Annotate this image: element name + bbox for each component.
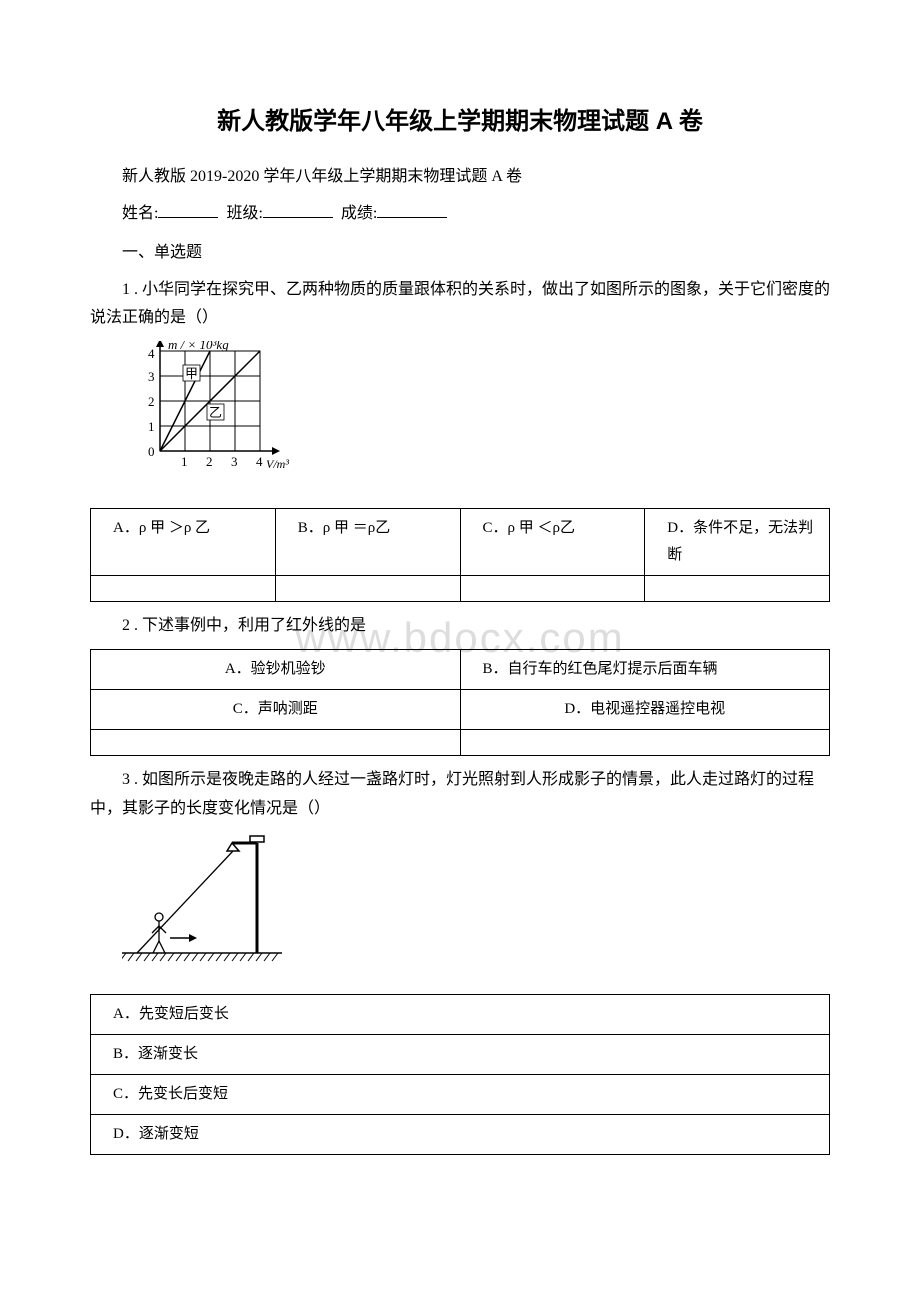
- q3-opt-b: B．逐渐变长: [91, 1035, 830, 1075]
- class-blank: [263, 202, 333, 218]
- q3-text: 3 . 如图所示是夜晚走路的人经过一盏路灯时，灯光照射到人形成影子的情景，此人走…: [90, 766, 830, 824]
- svg-text:0: 0: [148, 444, 155, 459]
- score-label: 成绩:: [341, 205, 377, 222]
- name-label: 姓名:: [122, 205, 158, 222]
- q1-chart: 甲 乙 0 1 2 3 4 1 2 3 4 m / × 10³kg V/m³: [122, 341, 830, 502]
- q1-options-table: A．ρ 甲 ＞ρ 乙 B．ρ 甲 ＝ρ乙 C．ρ 甲 ＜ρ乙 D．条件不足，无法…: [90, 508, 830, 602]
- section-heading: 一、单选题: [90, 239, 830, 268]
- svg-text:m / × 10³kg: m / × 10³kg: [168, 341, 229, 352]
- class-label: 班级:: [226, 205, 262, 222]
- name-blank: [158, 202, 218, 218]
- svg-text:乙: 乙: [209, 405, 222, 420]
- q1-text: 1 . 小华同学在探究甲、乙两种物质的质量跟体积的关系时，做出了如图所示的图象，…: [90, 276, 830, 334]
- q2-opt-b: B．自行车的红色尾灯提示后面车辆: [460, 649, 830, 689]
- q3-diagram: [122, 833, 830, 984]
- q1-opt-a: A．ρ 甲 ＞ρ 乙: [91, 508, 276, 575]
- q2-opt-a: A．验钞机验钞: [91, 649, 461, 689]
- student-info-line: 姓名: 班级: 成绩:: [90, 200, 830, 229]
- q3-opt-a: A．先变短后变长: [91, 995, 830, 1035]
- svg-text:V/m³: V/m³: [266, 457, 289, 471]
- page-title: 新人教版学年八年级上学期期末物理试题 A 卷: [90, 100, 830, 143]
- svg-text:2: 2: [206, 454, 213, 469]
- q3-options-table: A．先变短后变长 B．逐渐变长 C．先变长后变短 D．逐渐变短: [90, 994, 830, 1155]
- svg-text:3: 3: [231, 454, 238, 469]
- svg-text:4: 4: [148, 346, 155, 361]
- score-blank: [377, 202, 447, 218]
- q2-opt-c: C．声呐测距: [91, 689, 461, 729]
- svg-text:2: 2: [148, 394, 155, 409]
- q1-opt-b: B．ρ 甲 ＝ρ乙: [275, 508, 460, 575]
- q2-text: 2 . 下述事例中，利用了红外线的是: [90, 612, 830, 641]
- document-content: 新人教版学年八年级上学期期末物理试题 A 卷 新人教版 2019-2020 学年…: [90, 100, 830, 1155]
- svg-text:4: 4: [256, 454, 263, 469]
- q2-opt-d: D．电视遥控器遥控电视: [460, 689, 830, 729]
- q3-opt-c: C．先变长后变短: [91, 1075, 830, 1115]
- q3-opt-d: D．逐渐变短: [91, 1115, 830, 1155]
- svg-text:1: 1: [148, 419, 155, 434]
- q2-options-table: A．验钞机验钞 B．自行车的红色尾灯提示后面车辆 C．声呐测距 D．电视遥控器遥…: [90, 649, 830, 756]
- q1-opt-c: C．ρ 甲 ＜ρ乙: [460, 508, 645, 575]
- q1-opt-d: D．条件不足，无法判断: [645, 508, 830, 575]
- svg-text:3: 3: [148, 369, 155, 384]
- svg-text:甲: 甲: [185, 366, 198, 381]
- svg-text:1: 1: [181, 454, 188, 469]
- subtitle: 新人教版 2019-2020 学年八年级上学期期末物理试题 A 卷: [90, 163, 830, 192]
